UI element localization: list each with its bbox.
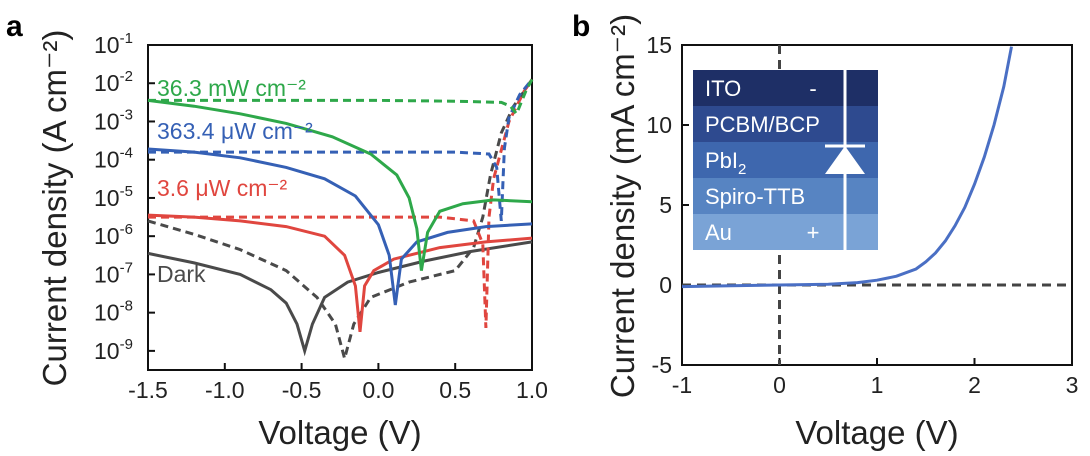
layer-0-label: ITO bbox=[705, 76, 741, 101]
layer-0-block bbox=[693, 70, 878, 106]
panel-b-y-ticks: 15 10 5 0 -5 bbox=[646, 32, 689, 378]
panel-b-x-axis-title: Voltage (V) bbox=[795, 414, 958, 451]
y-tick-label: 10-9 bbox=[94, 336, 133, 364]
y-tick-label: 10-8 bbox=[94, 298, 133, 326]
layer-4-label: Au bbox=[705, 220, 732, 245]
panel-a-chart: 10-1 10-2 10-3 10-4 10-5 10-6 10-7 10-8 10-9 -1.… bbox=[36, 30, 548, 451]
device-stack-inset: ITO - PCBM/BCP PbI2 Spiro-TTB Au + bbox=[693, 70, 878, 250]
panel-a-x-ticks: -1.5 -1.0 -0.5 0.0 0.5 1.0 bbox=[128, 363, 548, 403]
x-tick-label: 0.0 bbox=[362, 377, 394, 403]
series-label-363-4-uw: 363.4 μW cm⁻² bbox=[157, 118, 313, 144]
y-tick-label: 10-4 bbox=[94, 145, 133, 173]
y-tick-label: 15 bbox=[646, 32, 672, 58]
x-tick-label: -1 bbox=[672, 372, 692, 398]
panel-b-series bbox=[681, 46, 1013, 289]
x-tick-label: -0.5 bbox=[282, 377, 322, 403]
layer-3-block bbox=[693, 178, 878, 214]
y-tick-label: -5 bbox=[652, 352, 672, 378]
series-0-solid-line bbox=[147, 240, 533, 357]
layer-3-label: Spiro-TTB bbox=[705, 184, 805, 209]
y-tick-label: 10-7 bbox=[94, 259, 133, 287]
series-0-illuminated-dashed-line bbox=[147, 78, 534, 365]
panel-b-letter: b bbox=[572, 10, 590, 43]
panel-a-frame bbox=[147, 44, 533, 371]
jv-curve-line bbox=[681, 46, 1013, 289]
x-tick-label: 1 bbox=[871, 372, 884, 398]
series-3-solid-line bbox=[147, 98, 533, 271]
panel-a-y-ticks: 10-1 10-2 10-3 10-4 10-5 10-6 10-7 10-8 10-9 bbox=[94, 30, 155, 364]
y-tick-label: 10-5 bbox=[94, 183, 133, 211]
series-3-illuminated-dashed-line bbox=[148, 78, 534, 117]
layer-2-label: PbI2 bbox=[705, 148, 746, 178]
y-tick-label: 10-1 bbox=[94, 30, 133, 58]
x-tick-label: -1.0 bbox=[205, 377, 245, 403]
panel-b-chart: 15 10 5 0 -5 -1 0 1 2 3 ITO - PCBM/BCP PbI2 Spiro-TT… bbox=[604, 14, 1078, 451]
panel-a-letter: a bbox=[6, 10, 23, 43]
series-1-solid-line bbox=[147, 213, 533, 332]
panel-a-series bbox=[147, 78, 534, 365]
layer-1-block bbox=[693, 106, 878, 142]
panel-b-y-axis-title: Current density (mA cm⁻²) bbox=[604, 14, 641, 398]
x-tick-label: 0 bbox=[773, 372, 786, 398]
y-tick-label: 10-3 bbox=[94, 106, 133, 134]
series-label-36-3-mw: 36.3 mW cm⁻² bbox=[157, 75, 306, 101]
x-tick-label: 3 bbox=[1066, 372, 1079, 398]
layer-4-block bbox=[693, 214, 878, 250]
layer-1-label: PCBM/BCP bbox=[705, 112, 820, 137]
minus-terminal-icon: - bbox=[809, 76, 816, 101]
y-tick-label: 5 bbox=[659, 192, 672, 218]
series-label-dark: Dark bbox=[157, 261, 206, 287]
x-tick-label: 1.0 bbox=[516, 377, 548, 403]
x-tick-label: 2 bbox=[968, 372, 981, 398]
x-tick-label: -1.5 bbox=[128, 377, 168, 403]
panel-a-y-axis-title: Current density (A cm⁻²) bbox=[36, 30, 73, 387]
series-2-solid-line bbox=[147, 147, 533, 306]
y-tick-label: 10-6 bbox=[94, 221, 133, 249]
x-tick-label: 0.5 bbox=[439, 377, 471, 403]
y-tick-label: 0 bbox=[659, 272, 672, 298]
y-tick-label: 10-2 bbox=[94, 68, 133, 96]
y-tick-label: 10 bbox=[646, 112, 672, 138]
plus-terminal-icon: + bbox=[807, 220, 820, 245]
diode-icon bbox=[825, 146, 865, 174]
series-label-3-6-uw: 3.6 μW cm⁻² bbox=[157, 175, 288, 201]
panel-a-x-axis-title: Voltage (V) bbox=[258, 414, 421, 451]
